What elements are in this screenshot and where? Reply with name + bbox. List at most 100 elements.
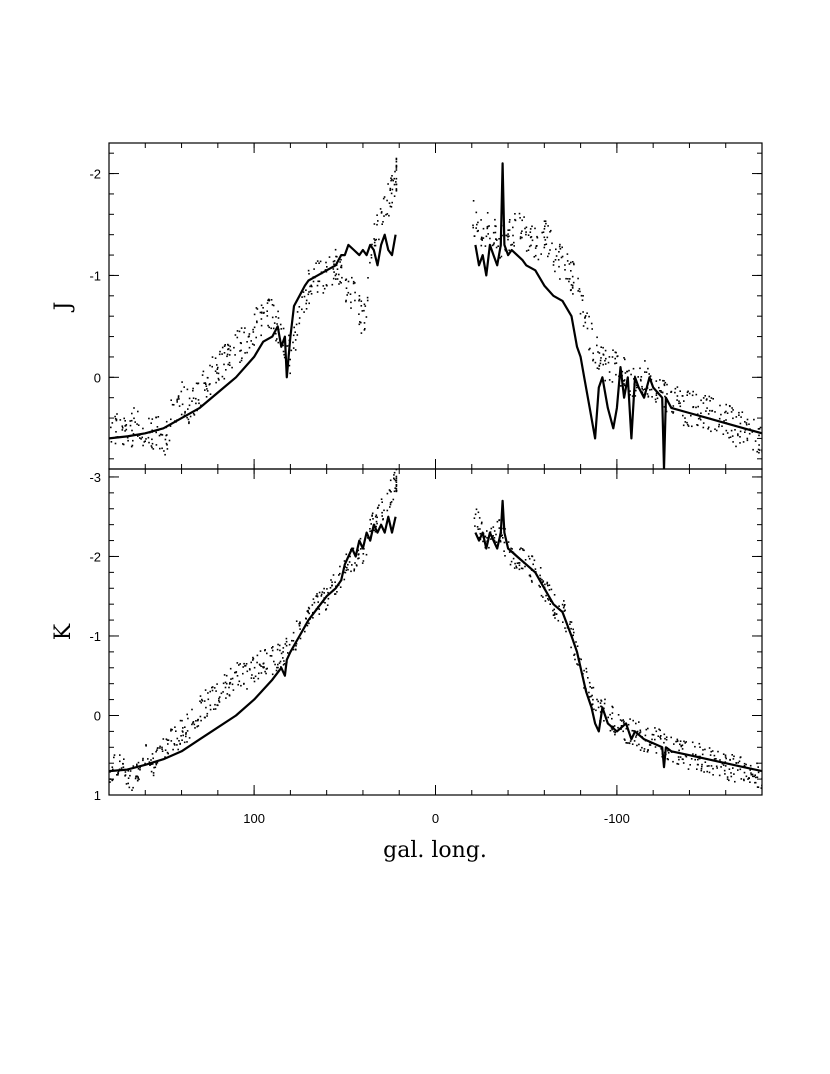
data-point <box>749 764 752 767</box>
data-point <box>724 754 727 757</box>
data-point <box>234 334 237 336</box>
data-point <box>684 417 686 419</box>
data-point <box>593 708 595 711</box>
data-point <box>176 744 178 746</box>
data-point <box>340 282 342 284</box>
data-point <box>602 363 604 366</box>
data-point <box>750 773 753 776</box>
data-point <box>499 540 502 543</box>
data-point <box>611 712 614 714</box>
data-point <box>745 423 748 426</box>
data-point <box>477 221 479 224</box>
data-point <box>564 627 566 629</box>
data-point <box>691 394 694 397</box>
data-point <box>676 762 678 765</box>
data-point <box>706 765 709 767</box>
data-point <box>654 738 656 741</box>
data-point <box>484 535 487 538</box>
data-point <box>249 668 251 671</box>
data-point <box>294 339 297 341</box>
data-point <box>512 234 514 237</box>
data-point <box>312 617 314 619</box>
data-point <box>374 244 377 247</box>
data-point <box>629 740 632 742</box>
data-point <box>395 481 398 483</box>
data-point <box>532 563 534 566</box>
data-point <box>511 548 513 550</box>
y-tick-label: -2 <box>89 549 101 564</box>
data-point <box>751 431 754 433</box>
data-point <box>229 345 231 348</box>
data-point <box>625 727 628 730</box>
data-point <box>552 260 555 263</box>
data-point <box>310 284 312 287</box>
data-point <box>354 299 356 302</box>
data-point <box>730 775 733 778</box>
data-point <box>122 443 125 446</box>
data-point <box>554 617 556 619</box>
data-point <box>529 575 532 578</box>
data-point <box>395 484 398 486</box>
data-point <box>741 411 744 413</box>
data-point <box>664 381 667 384</box>
x-tick-label: 100 <box>243 811 265 826</box>
data-point <box>211 686 213 689</box>
data-point <box>570 627 572 630</box>
data-point <box>686 423 689 426</box>
data-point <box>322 285 325 287</box>
data-point <box>641 387 643 390</box>
data-point <box>283 353 285 356</box>
data-point <box>654 727 656 729</box>
data-point <box>372 518 374 520</box>
data-point <box>542 580 545 582</box>
data-point <box>702 402 705 404</box>
data-point <box>667 752 670 754</box>
data-point <box>313 268 315 270</box>
data-point <box>708 771 711 774</box>
data-point <box>152 757 154 760</box>
data-point <box>630 373 632 376</box>
data-point <box>234 671 236 674</box>
data-point <box>514 213 516 215</box>
data-point <box>217 366 219 369</box>
data-point <box>686 394 688 396</box>
data-point <box>623 383 625 385</box>
data-point <box>479 532 482 535</box>
data-point <box>382 221 384 223</box>
data-point <box>282 647 285 649</box>
data-point <box>288 364 291 367</box>
data-point <box>371 243 373 246</box>
data-point <box>393 474 395 476</box>
data-point <box>495 246 498 249</box>
data-point <box>155 431 157 434</box>
data-point <box>170 730 172 732</box>
data-point <box>570 646 572 649</box>
data-point <box>637 376 639 378</box>
data-point <box>188 421 190 423</box>
data-point <box>389 506 391 508</box>
x-axis-label: gal. long. <box>383 838 487 863</box>
data-point <box>391 188 394 191</box>
data-point <box>305 308 308 310</box>
data-point <box>259 664 261 666</box>
data-point <box>227 343 229 346</box>
data-point <box>730 429 733 432</box>
data-point <box>553 612 556 614</box>
data-point <box>644 360 646 362</box>
data-point <box>222 682 225 685</box>
data-point <box>623 384 626 387</box>
data-point <box>616 355 619 357</box>
data-point <box>509 219 511 221</box>
data-point <box>611 705 613 708</box>
data-point <box>124 774 127 776</box>
data-point <box>357 557 359 560</box>
data-point <box>238 664 240 666</box>
data-point <box>142 427 144 430</box>
data-point <box>571 287 574 289</box>
data-point <box>728 768 731 770</box>
data-point <box>576 645 579 647</box>
data-point <box>206 712 209 715</box>
data-point <box>393 177 396 180</box>
data-point <box>244 352 246 354</box>
data-point <box>547 598 549 600</box>
